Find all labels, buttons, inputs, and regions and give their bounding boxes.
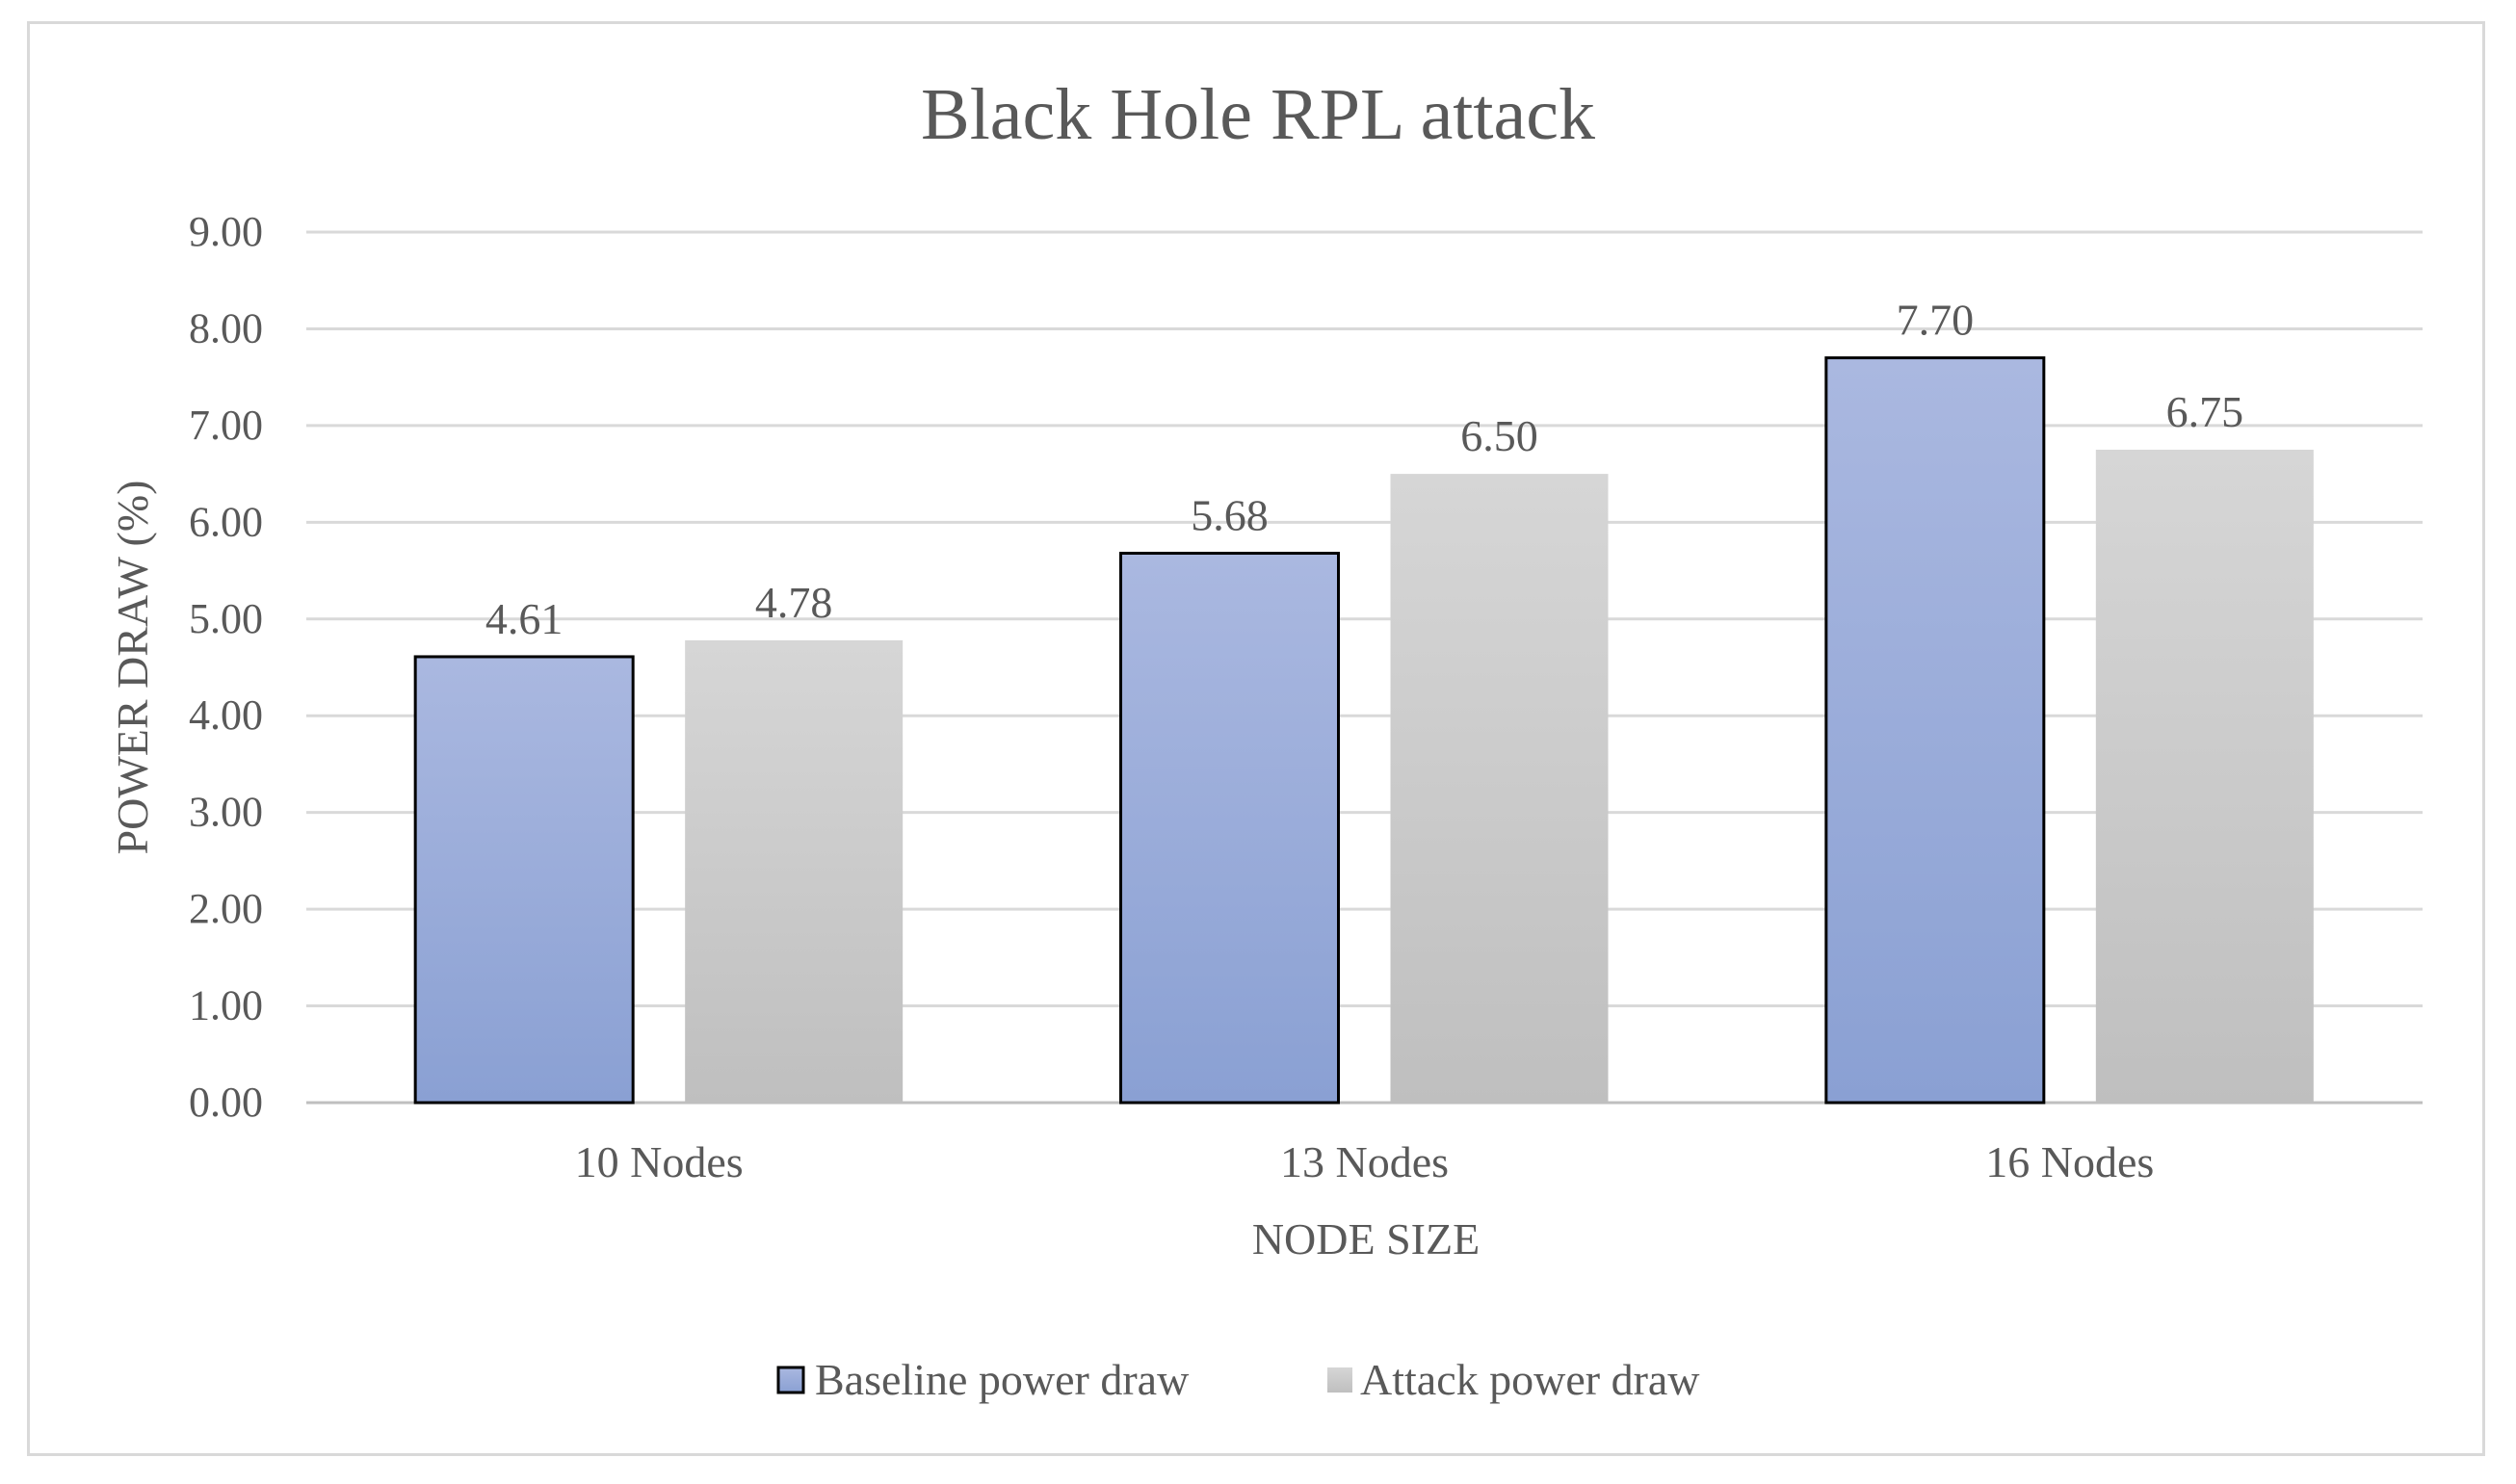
y-tick-label: 2.00: [189, 885, 263, 932]
data-label: 5.68: [1191, 490, 1269, 539]
bar: [685, 639, 904, 1103]
y-axis-ticks: 0.00 1.00 2.00 3.00 4.00 5.00 6.00 7.00 8.00 9.00: [189, 208, 263, 1126]
bar: [1119, 551, 1340, 1105]
y-tick-label: 8.00: [189, 304, 263, 351]
y-tick-label: 5.00: [189, 595, 263, 642]
data-label: 6.50: [1460, 411, 1538, 460]
y-axis-label: POWER DRAW (%): [108, 481, 157, 855]
x-axis-label: NODE SIZE: [1252, 1214, 1480, 1263]
y-tick-label: 0.00: [189, 1079, 263, 1126]
y-tick-label: 6.00: [189, 498, 263, 545]
y-tick-label: 9.00: [189, 208, 263, 255]
y-tick-label: 3.00: [189, 789, 263, 836]
bar: [1390, 474, 1609, 1104]
data-label: 6.75: [2166, 387, 2244, 436]
bar: [1824, 356, 2046, 1105]
x-tick-label: 16 Nodes: [1985, 1137, 2154, 1186]
legend-label: Attack power draw: [1360, 1355, 1700, 1404]
bar: [413, 655, 635, 1105]
x-tick-label: 10 Nodes: [575, 1137, 744, 1186]
gridlines: [306, 230, 2423, 1105]
legend-swatch: [1327, 1367, 1352, 1393]
legend-label: Baseline power draw: [815, 1355, 1190, 1404]
data-label: 4.61: [485, 594, 563, 643]
y-tick-label: 7.00: [189, 402, 263, 449]
legend: Baseline power draw Attack power draw: [776, 1355, 1700, 1404]
y-tick-label: 1.00: [189, 982, 263, 1029]
data-labels: 4.61 4.78 5.68 6.50 7.70 6.75: [485, 296, 2243, 643]
x-tick-label: 13 Nodes: [1280, 1137, 1449, 1186]
chart-title: Black Hole RPL attack: [921, 74, 1595, 155]
x-axis-ticks: 10 Nodes 13 Nodes 16 Nodes: [575, 1137, 2155, 1186]
legend-swatch: [776, 1366, 805, 1394]
bars: [413, 356, 2314, 1105]
bar: [2095, 450, 2314, 1103]
y-tick-label: 4.00: [189, 691, 263, 739]
data-label: 4.78: [755, 578, 833, 627]
data-label: 7.70: [1897, 296, 1975, 345]
